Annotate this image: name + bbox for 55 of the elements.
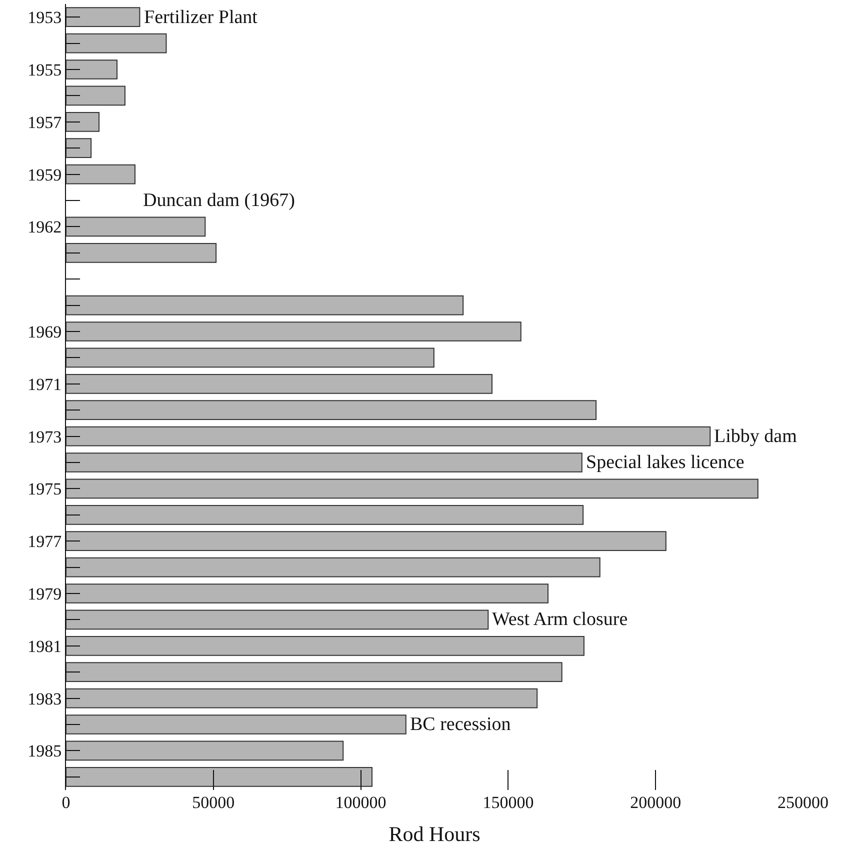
x-tick-label: 150000: [482, 793, 534, 812]
bar: [66, 636, 584, 656]
bar: [66, 242, 217, 263]
bar: [66, 348, 434, 368]
y-tick-label: 1955: [28, 60, 62, 80]
y-tick-label: 1973: [28, 427, 62, 446]
bar: [66, 112, 100, 132]
annotation: BC recession: [410, 714, 512, 735]
bar: [66, 478, 758, 499]
bar: [66, 400, 597, 420]
bar: [66, 740, 344, 761]
bar: [66, 688, 538, 708]
x-tick-label: 0: [62, 793, 70, 812]
annotation: West Arm closure: [492, 609, 628, 630]
bar: [66, 7, 140, 28]
x-tick-label: 200000: [630, 793, 682, 812]
bar: [66, 531, 666, 552]
annotation: Special lakes licence: [586, 452, 744, 473]
bar: [66, 557, 600, 578]
y-tick-label: 1971: [28, 374, 62, 394]
bar: [66, 86, 126, 106]
bar: [66, 662, 562, 682]
annotation: Fertilizer Plant: [144, 7, 258, 28]
y-tick-label: 1977: [28, 532, 62, 552]
y-tick-label: 1983: [28, 689, 62, 708]
bar: [66, 60, 118, 80]
y-tick-label: 1985: [28, 742, 62, 761]
bar: [66, 452, 582, 472]
bar: [66, 164, 136, 184]
x-tick-label: 100000: [335, 793, 386, 812]
bar: [66, 504, 584, 525]
y-tick-label: 1962: [28, 218, 62, 237]
bar: [66, 33, 167, 54]
bar: [66, 714, 406, 734]
bar: [66, 322, 522, 342]
y-tick-label: 1981: [28, 636, 62, 656]
y-tick-label: 1979: [28, 584, 62, 604]
bar: [66, 766, 372, 787]
y-tick-label: 1953: [28, 8, 62, 28]
bar: [66, 374, 492, 394]
y-tick-label: 1959: [28, 165, 62, 184]
bar: [66, 295, 464, 316]
y-tick-label: 1975: [28, 480, 62, 499]
bar: [66, 584, 548, 604]
annotation: Libby dam: [714, 426, 798, 447]
annotation: Duncan dam (1967): [143, 190, 295, 211]
bar: [66, 610, 489, 630]
bar: [66, 426, 711, 446]
x-tick-label: 250000: [778, 793, 828, 812]
y-tick-label: 1969: [28, 322, 62, 342]
x-axis-title: Rod Hours: [388, 822, 480, 846]
x-tick-label: 50000: [192, 793, 235, 812]
bar: [66, 216, 206, 237]
y-tick-label: 1957: [28, 112, 62, 132]
bar: [66, 138, 92, 158]
